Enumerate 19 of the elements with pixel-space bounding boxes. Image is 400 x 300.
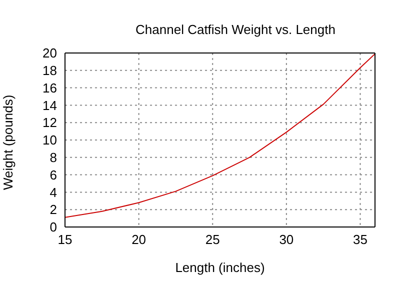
x-tick-label: 25	[205, 232, 220, 248]
y-tick-label: 8	[50, 150, 57, 166]
y-tick-label: 18	[42, 63, 57, 78]
x-axis-title: Length (inches)	[175, 260, 265, 275]
y-tick-label: 20	[42, 46, 57, 61]
y-tick-label: 12	[42, 115, 57, 130]
y-tick-label: 0	[50, 220, 57, 235]
y-tick-label: 2	[50, 202, 57, 218]
x-tick-label: 30	[279, 232, 294, 248]
y-axis-title: Weight (pounds)	[0, 94, 16, 190]
x-tick-label: 35	[353, 232, 368, 248]
x-tick-label: 20	[132, 232, 146, 248]
y-tick-label: 6	[50, 167, 57, 182]
chart-title: Channel Catfish Weight vs. Length	[134, 22, 336, 37]
x-tick-label: 15	[58, 232, 72, 248]
y-tick-label: 14	[42, 98, 57, 113]
y-tick-label: 10	[42, 132, 57, 148]
y-tick-label: 4	[50, 184, 57, 200]
y-tick-label: 16	[42, 80, 57, 96]
